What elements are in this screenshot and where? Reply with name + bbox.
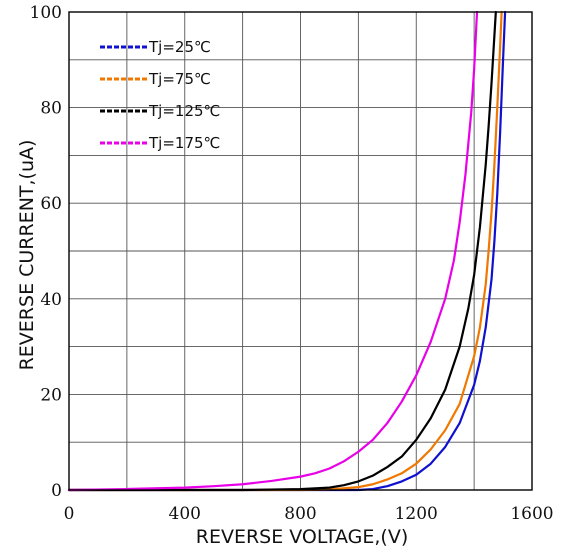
grid-lines [68, 11, 533, 491]
y-tick-label: 100 [30, 3, 62, 23]
tick-labels: 0 400 800 1200 1600 0 20 40 60 80 100 [30, 3, 554, 524]
legend-label: Tj=25℃ [148, 38, 211, 56]
legend: Tj=25℃ Tj=75℃ Tj=125℃ Tj=175℃ [100, 38, 220, 152]
y-tick-label: 20 [40, 385, 62, 405]
x-tick-label: 400 [169, 504, 201, 524]
x-axis-title: REVERSE VOLTAGE,(V) [196, 526, 409, 548]
legend-label: Tj=125℃ [148, 102, 220, 120]
plot-frame [68, 11, 533, 491]
y-tick-label: 80 [40, 99, 62, 119]
y-tick-label: 60 [40, 194, 62, 214]
y-axis-title: REVERSE CURRENT,(uA) [16, 140, 38, 371]
x-tick-label: 800 [284, 504, 316, 524]
y-tick-label: 40 [40, 290, 62, 310]
y-tick-label: 0 [51, 481, 62, 501]
legend-label: Tj=75℃ [148, 70, 211, 88]
x-tick-label: 1600 [510, 504, 553, 524]
x-tick-label: 1200 [395, 504, 438, 524]
legend-label: Tj=175℃ [148, 134, 220, 152]
series-line-3 [67, 10, 479, 492]
x-tick-label: 0 [64, 504, 75, 524]
